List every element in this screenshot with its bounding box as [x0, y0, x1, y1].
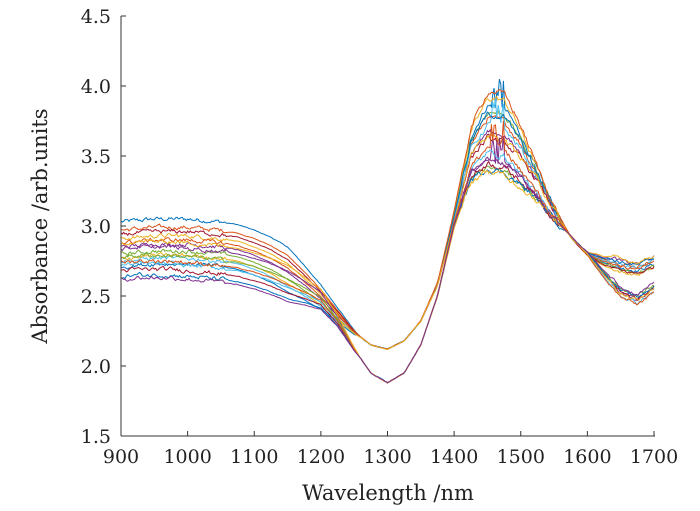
- y-tick-label: 2.5: [81, 286, 111, 308]
- spectrum-line-9: [120, 88, 655, 350]
- spectrum-line-13: [120, 149, 655, 384]
- x-ticks: 900 1000 1100 1200 1300 1400 1500 1600 1700: [103, 431, 678, 468]
- spectrum-line-3: [120, 95, 655, 350]
- spectrum-line-12: [120, 165, 655, 384]
- spectrum-line-17: [120, 169, 655, 384]
- x-axis-title: Wavelength /nm: [302, 481, 474, 505]
- spectrum-line-10: [120, 133, 655, 351]
- spectrum-line-15: [120, 168, 655, 384]
- x-tick-label: 1600: [563, 446, 611, 468]
- spectrum-line-6: [120, 98, 655, 350]
- x-tick-label: 1700: [630, 446, 678, 468]
- spectrum-line-2: [120, 115, 655, 350]
- spectrum-line-16: [120, 120, 655, 384]
- spectrum-line-1: [120, 78, 655, 350]
- series-lines: [120, 78, 655, 384]
- x-tick-label: 1500: [497, 446, 545, 468]
- spectrum-line-5: [120, 110, 655, 350]
- y-axis-title: Absorbance /arb.units: [28, 108, 52, 344]
- x-tick-label: 1200: [297, 446, 345, 468]
- y-tick-label: 4.0: [81, 76, 111, 98]
- y-tick-label: 3.5: [81, 146, 111, 168]
- x-tick-label: 1300: [363, 446, 411, 468]
- x-tick-label: 1100: [230, 446, 278, 468]
- y-ticks: 1.5 2.0 2.5 3.0 3.5 4.0 4.5: [81, 6, 126, 448]
- x-tick-label: 1000: [163, 446, 211, 468]
- y-tick-label: 1.5: [81, 426, 111, 448]
- x-tick-label: 1400: [430, 446, 478, 468]
- y-tick-label: 2.0: [81, 356, 111, 378]
- spectrum-line-11: [120, 136, 655, 384]
- spectrum-line-18: [120, 156, 655, 384]
- x-tick-label: 900: [103, 446, 139, 468]
- y-tick-label: 4.5: [81, 6, 111, 28]
- y-tick-label: 3.0: [81, 216, 111, 238]
